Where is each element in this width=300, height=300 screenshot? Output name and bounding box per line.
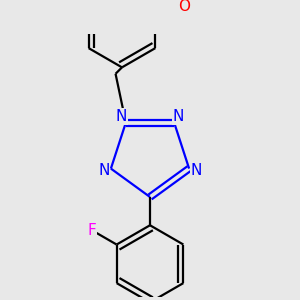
Text: N: N [116, 109, 127, 124]
Text: O: O [178, 0, 190, 14]
Text: F: F [88, 223, 97, 238]
Text: N: N [173, 109, 184, 124]
Text: N: N [98, 164, 110, 178]
Text: N: N [190, 164, 202, 178]
